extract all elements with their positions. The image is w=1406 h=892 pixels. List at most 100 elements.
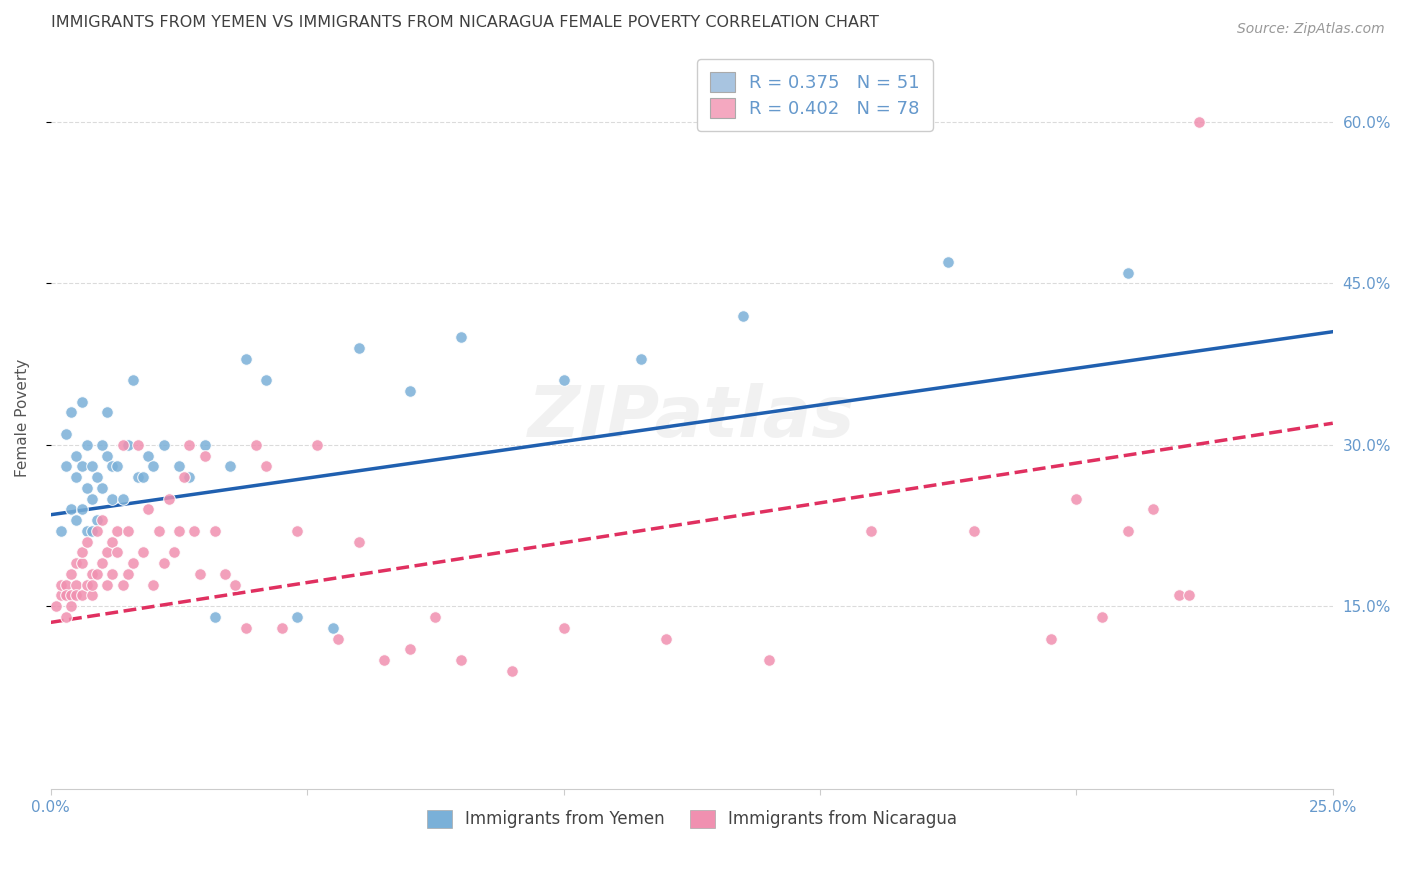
Point (152, 438, 174, 452)
Text: Source: ZipAtlas.com: Source: ZipAtlas.com (1237, 22, 1385, 37)
Point (60, 589, 83, 603)
Point (163, 545, 186, 559)
Point (1178, 589, 1201, 603)
Point (347, 534, 370, 549)
Point (91, 438, 114, 452)
Point (307, 438, 329, 452)
Point (322, 621, 344, 635)
Point (86, 566, 108, 581)
Point (553, 621, 575, 635)
Point (76, 481, 98, 495)
Point (167, 524, 190, 538)
Point (270, 621, 292, 635)
Point (107, 459, 129, 474)
Point (76, 534, 98, 549)
Point (111, 438, 134, 452)
Point (70, 394, 93, 409)
Point (80, 524, 103, 538)
Point (70, 502, 93, 516)
Point (55, 610, 77, 624)
Point (132, 545, 155, 559)
Point (45, 599, 67, 614)
Point (80, 491, 103, 506)
Point (630, 351, 652, 366)
Point (1039, 632, 1062, 646)
Point (936, 254, 959, 268)
Point (733, 309, 755, 323)
Point (1066, 491, 1088, 506)
Point (80, 566, 103, 581)
Point (65, 513, 87, 527)
Point (655, 632, 678, 646)
Point (60, 502, 83, 516)
Point (70, 556, 93, 570)
Point (136, 449, 159, 463)
Point (65, 589, 87, 603)
Point (173, 470, 195, 484)
Point (398, 642, 420, 657)
Point (80, 589, 103, 603)
Text: ZIPatlas: ZIPatlas (529, 384, 855, 452)
Point (326, 632, 349, 646)
Point (224, 577, 246, 591)
Point (1116, 266, 1139, 280)
Point (450, 330, 472, 344)
Point (80, 459, 103, 474)
Point (398, 384, 420, 398)
Point (148, 524, 170, 538)
Point (1188, 115, 1211, 129)
Point (254, 373, 277, 387)
Point (86, 470, 108, 484)
Point (96, 405, 118, 419)
Point (235, 351, 257, 366)
Point (91, 556, 114, 570)
Point (86, 524, 108, 538)
Point (183, 524, 205, 538)
Point (553, 373, 575, 387)
Point (194, 438, 217, 452)
Point (101, 566, 124, 581)
Point (96, 449, 118, 463)
Point (188, 566, 211, 581)
Point (107, 524, 129, 538)
Point (152, 556, 174, 570)
Point (204, 524, 226, 538)
Point (70, 545, 93, 559)
Point (963, 524, 986, 538)
Point (254, 459, 277, 474)
Point (65, 577, 87, 591)
Legend: Immigrants from Yemen, Immigrants from Nicaragua: Immigrants from Yemen, Immigrants from N… (419, 801, 966, 837)
Point (107, 545, 129, 559)
Point (425, 610, 447, 624)
Point (111, 577, 134, 591)
Point (142, 577, 165, 591)
Point (96, 577, 118, 591)
Point (70, 589, 93, 603)
Point (117, 524, 139, 538)
Point (122, 556, 145, 570)
Point (49, 524, 72, 538)
Point (111, 491, 134, 506)
Point (142, 459, 165, 474)
Point (194, 449, 217, 463)
Point (235, 621, 257, 635)
Text: IMMIGRANTS FROM YEMEN VS IMMIGRANTS FROM NICARAGUA FEMALE POVERTY CORRELATION CH: IMMIGRANTS FROM YEMEN VS IMMIGRANTS FROM… (51, 15, 879, 30)
Point (179, 470, 201, 484)
Point (1116, 524, 1139, 538)
Point (60, 405, 83, 419)
Point (60, 599, 83, 614)
Point (347, 341, 370, 355)
Point (285, 524, 308, 538)
Point (450, 653, 472, 667)
Point (76, 524, 98, 538)
Point (55, 577, 77, 591)
Point (117, 566, 139, 581)
Point (1142, 502, 1164, 516)
Point (101, 534, 124, 549)
Point (860, 524, 883, 538)
Point (132, 470, 155, 484)
Point (127, 438, 149, 452)
Point (65, 449, 87, 463)
Point (758, 653, 780, 667)
Point (373, 653, 395, 667)
